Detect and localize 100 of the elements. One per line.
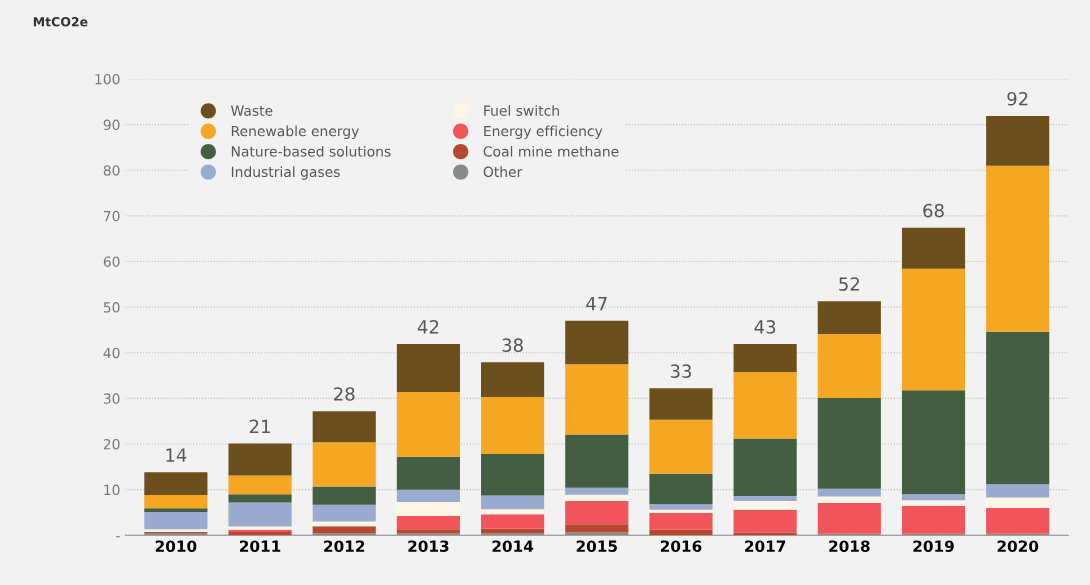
bar [733, 501, 797, 510]
y-tick-label: 60 [103, 256, 120, 267]
total-label: 92 [1007, 91, 1028, 106]
legend-label: Renewable energy [231, 125, 359, 139]
x-tick-label: 2010 [155, 540, 197, 552]
bar [901, 506, 966, 534]
bar [901, 268, 966, 391]
bar [986, 165, 1050, 332]
bar [986, 497, 1050, 508]
bar [649, 419, 713, 474]
total-label: 52 [839, 277, 859, 291]
bar [565, 501, 629, 525]
bar [733, 509, 797, 533]
bar [649, 388, 713, 420]
bar [228, 494, 292, 503]
y-tick-label: 20 [103, 438, 120, 450]
y-tick-label: - [116, 536, 120, 538]
total-label: 47 [586, 297, 607, 311]
y-tick-label: 10 [104, 484, 120, 496]
bar [481, 454, 545, 496]
bar [565, 434, 629, 488]
bar [396, 456, 460, 490]
bar [817, 301, 881, 335]
bar [817, 397, 881, 489]
x-tick-label: 2013 [408, 540, 449, 552]
bar [817, 496, 881, 503]
bar [565, 487, 629, 495]
bar [144, 495, 208, 509]
total-label: 21 [249, 419, 270, 433]
bar [565, 364, 629, 435]
bar [817, 502, 881, 534]
bar [144, 508, 208, 512]
bar [396, 529, 460, 534]
bar [481, 509, 545, 515]
bar [649, 512, 713, 530]
bar [144, 512, 208, 530]
x-tick-label: 2018 [829, 540, 870, 552]
legend-label: Energy efficiency [484, 125, 603, 139]
bar [901, 227, 966, 269]
y-tick-label: 90 [103, 119, 120, 131]
bar [481, 397, 545, 455]
bar [228, 502, 292, 527]
bar [396, 489, 460, 502]
x-tick-label: 2019 [913, 540, 954, 552]
bar [228, 443, 292, 476]
bar [649, 529, 713, 536]
total-label: 28 [334, 387, 355, 401]
bar [733, 438, 797, 497]
bar [986, 484, 1050, 498]
bar [396, 392, 460, 457]
bar [312, 526, 376, 534]
total-label: 43 [754, 320, 776, 334]
total-label: 14 [166, 448, 187, 462]
bar [733, 371, 797, 439]
bar [396, 344, 460, 392]
bar [481, 528, 545, 534]
bar [649, 504, 713, 510]
bar [565, 494, 629, 502]
y-tick-label: 70 [103, 210, 120, 222]
bar [396, 501, 460, 517]
bar [901, 494, 966, 501]
bar [312, 504, 376, 522]
bar [396, 516, 460, 530]
bar [481, 495, 545, 510]
x-tick-label: 2012 [324, 540, 365, 552]
bar [312, 442, 376, 487]
bar [144, 472, 208, 496]
bar [228, 475, 292, 495]
y-tick-label: 80 [103, 165, 120, 176]
total-label: 33 [670, 364, 691, 378]
x-tick-label: 2011 [239, 540, 281, 552]
bar [312, 486, 376, 505]
total-label: 38 [502, 338, 523, 352]
bar [901, 390, 966, 495]
bar [565, 320, 629, 365]
total-label: 42 [417, 320, 439, 334]
bar [901, 500, 966, 507]
legend-label: Fuel switch [484, 105, 559, 116]
x-tick-label: 2014 [492, 540, 534, 552]
y-axis-title: MtCO2e [33, 17, 88, 27]
x-tick-label: 2017 [745, 540, 786, 552]
legend-label: Industrial gases [231, 166, 340, 180]
y-tick-label: 30 [103, 393, 120, 404]
bar [817, 488, 881, 497]
total-label: 68 [923, 203, 944, 218]
bar [481, 362, 545, 398]
bar [733, 344, 797, 372]
bar [733, 496, 797, 502]
bar [649, 473, 713, 505]
x-tick-label: 2016 [660, 540, 702, 552]
x-tick-label: 2015 [576, 540, 617, 552]
legend-label: Coal mine methane [483, 145, 619, 157]
legend-label: Waste [230, 105, 273, 116]
bar [817, 334, 881, 398]
bar [481, 514, 545, 529]
bar [986, 115, 1050, 166]
y-tick-label: 100 [95, 73, 120, 85]
bar [312, 411, 376, 443]
bar [986, 331, 1050, 485]
x-tick-label: 2020 [997, 540, 1039, 552]
